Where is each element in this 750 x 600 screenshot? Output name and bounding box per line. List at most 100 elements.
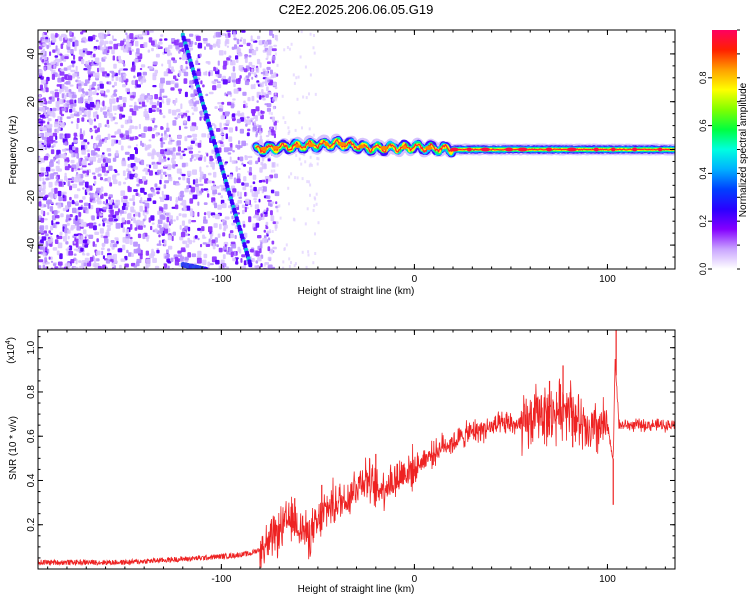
spectrogram-speckle [55, 215, 60, 219]
spectrogram-speckle [313, 34, 315, 37]
spectrogram-speckle [50, 225, 54, 231]
spectrogram-speckle [91, 215, 95, 221]
spectrogram-speckle [148, 107, 153, 113]
spectrogram-speckle [211, 198, 216, 201]
spectrogram-speckle [269, 49, 272, 53]
spectrogram-speckle [113, 258, 117, 264]
spectrogram-speckle [169, 215, 173, 220]
spectrogram-speckle [190, 186, 195, 193]
spectrogram-speckle [72, 73, 78, 77]
spectrogram-speckle [38, 127, 43, 131]
spectrogram-speckle [84, 144, 88, 149]
spectrogram-speckle [308, 92, 310, 96]
spectrogram-speckle [106, 73, 110, 77]
spectrogram-speckle [119, 264, 122, 269]
spectrogram-speckle [109, 98, 113, 104]
spectrogram-speckle [108, 214, 114, 218]
spectrogram-speckle [159, 179, 162, 185]
spectrogram-speckle [160, 215, 165, 218]
spectrogram-speckle [265, 178, 269, 184]
spectrogram-speckle [67, 41, 70, 47]
spectrogram-speckle [197, 201, 200, 206]
spectrogram-speckle [45, 79, 49, 85]
spectrogram-speckle [279, 216, 282, 220]
spectrogram-speckle [203, 216, 207, 221]
spectrogram-speckle [138, 106, 143, 109]
spectrogram-speckle [218, 108, 223, 112]
spectrogram-speckle [232, 118, 236, 121]
spectrogram-speckle [111, 49, 115, 55]
spectrogram-speckle [151, 102, 157, 105]
spectrogram-speckle [38, 121, 44, 124]
spectrogram-speckle [86, 187, 90, 193]
spectrogram-speckle [93, 118, 96, 122]
spectrogram-speckle [228, 247, 233, 252]
spectrogram-speckle [207, 172, 212, 176]
spectrogram-speckle [72, 62, 75, 68]
spectrogram-speckle [272, 266, 276, 269]
spectrogram-speckle [70, 180, 74, 183]
spectrogram-speckle [174, 78, 179, 81]
spectrogram-speckle [292, 73, 295, 77]
spectrogram-speckle [187, 170, 192, 176]
spectrogram-speckle [141, 78, 146, 83]
spectrogram-speckle [231, 79, 237, 83]
spectrogram-speckle [128, 128, 132, 134]
spectrogram-speckle [73, 253, 77, 256]
spectrogram-speckle [97, 67, 100, 73]
spectrogram-speckle [239, 75, 242, 79]
spectrogram-speckle [53, 172, 59, 175]
spectrogram-speckle [259, 62, 262, 68]
spectrogram-speckle [243, 164, 246, 167]
spectrogram-speckle [269, 203, 273, 207]
spectrogram-speckle [143, 224, 146, 228]
spectrogram-speckle [43, 99, 47, 102]
spectrogram-speckle [304, 160, 307, 164]
spectrogram-speckle [167, 164, 172, 171]
spectrogram-speckle [195, 60, 199, 66]
spectrogram-speckle [243, 77, 247, 81]
spectrogram-speckle [253, 72, 257, 76]
spectrogram-speckle [232, 188, 237, 193]
spectrogram-speckle [54, 92, 60, 98]
spectrogram-speckle [85, 103, 88, 108]
spectrogram-speckle [45, 233, 49, 237]
spectrogram-speckle [41, 136, 47, 140]
spectrogram-speckle [287, 132, 290, 135]
spectrogram-speckle [163, 240, 167, 246]
spectrogram-speckle [133, 241, 138, 247]
spectrogram-speckle [134, 147, 138, 151]
spectrogram-speckle [235, 78, 241, 84]
spectrogram-speckle [53, 263, 56, 267]
spectrogram-speckle [160, 83, 164, 86]
spectrogram-speckle [267, 231, 270, 235]
spectrogram-speckle [66, 222, 70, 226]
spectrogram-speckle [270, 112, 273, 116]
snr-y-tick-label: 1.0 [26, 340, 37, 354]
spectrogram-speckle [46, 124, 52, 129]
spectrogram-speckle [236, 118, 241, 124]
spectrogram-speckle [102, 100, 105, 107]
spectrogram-speckle [102, 222, 105, 227]
spectrogram-speckle [99, 189, 102, 196]
spectrogram-speckle [129, 97, 134, 101]
spectrogram-speckle [190, 125, 195, 132]
spectrogram-speckle [204, 178, 209, 184]
spectrogram-speckle [224, 111, 230, 117]
spectrogram-speckle [76, 188, 81, 192]
spectrogram-speckle [70, 102, 73, 109]
spectrogram-speckle [229, 230, 234, 234]
spectrogram-speckle [86, 252, 90, 256]
spectrogram-speckle [99, 177, 103, 181]
spectrogram-speckle [157, 45, 161, 48]
spectrogram-speckle [215, 31, 221, 38]
spectrogram-speckle [243, 100, 246, 104]
spectrogram-speckle [60, 116, 63, 121]
spectrogram-speckle [188, 219, 192, 224]
signal-ridge-peak [295, 144, 300, 148]
spectrogram-speckle [191, 122, 197, 127]
spectrogram-speckle [164, 148, 168, 152]
spectrogram-speckle [61, 122, 65, 128]
spectrogram-speckle [174, 83, 179, 88]
